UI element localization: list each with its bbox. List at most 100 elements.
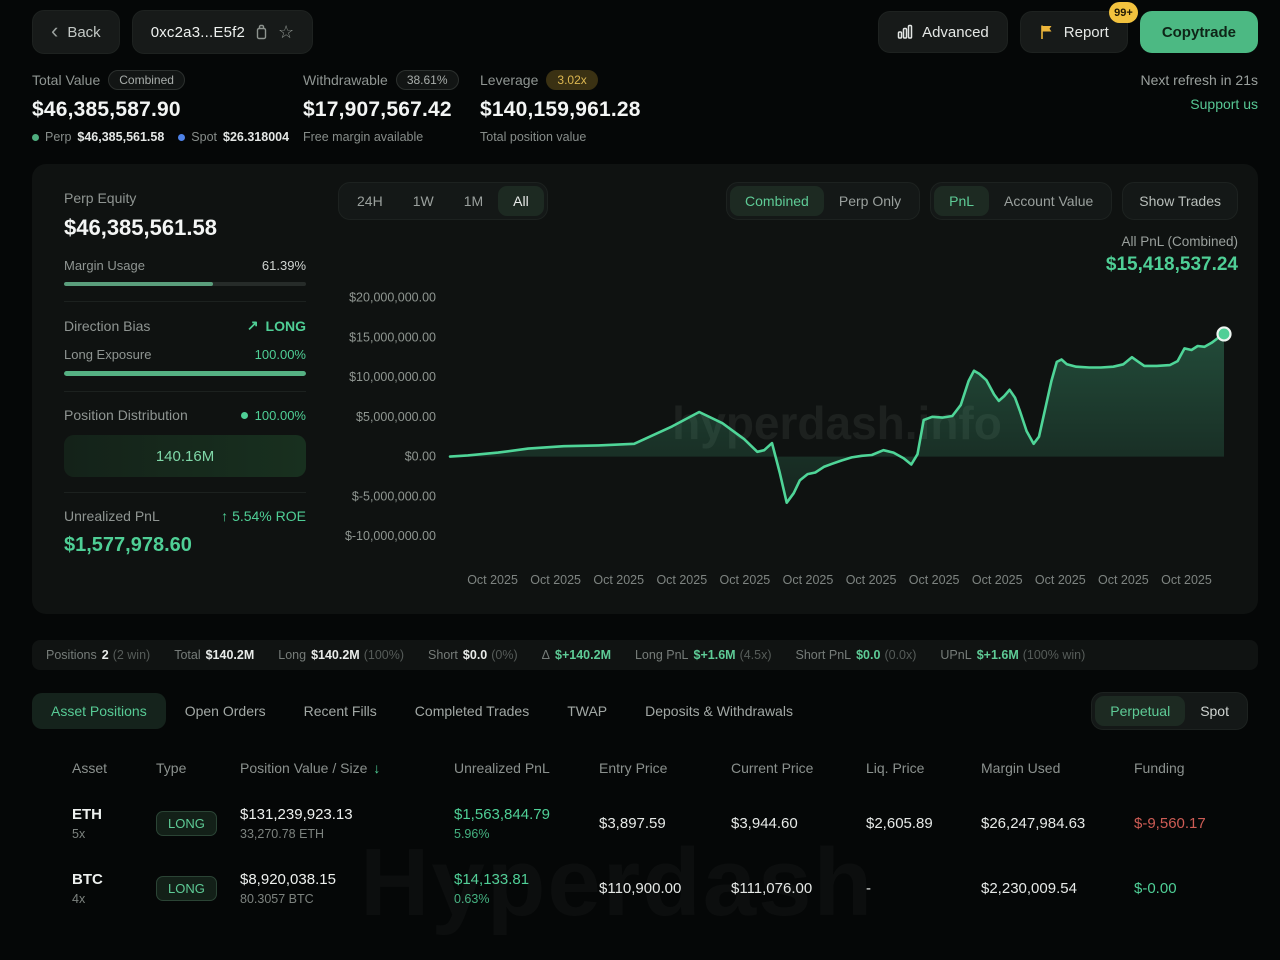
- perp-equity-label: Perp Equity: [64, 190, 137, 206]
- col-position-value[interactable]: Position Value / Size ↓: [240, 760, 381, 776]
- margin-used: $2,230,009.54: [981, 880, 1077, 897]
- svg-text:$0.00: $0.00: [405, 450, 436, 464]
- perp-label: Perp: [45, 130, 72, 144]
- position-distribution-box: 140.16M: [64, 435, 306, 477]
- all-pnl-label: All PnL (Combined): [1121, 234, 1238, 249]
- type-badge: LONG: [156, 811, 217, 836]
- table-row-eth[interactable]: ETH 5x LONG $131,239,923.13 33,270.78 ET…: [32, 792, 1248, 857]
- margin-used: $26,247,984.63: [981, 815, 1086, 832]
- address-pill[interactable]: 0xc2a3...E5f2 ☆: [131, 10, 314, 54]
- roe-value: 5.54% ROE: [232, 508, 306, 524]
- market-perpetual[interactable]: Perpetual: [1095, 696, 1186, 726]
- svg-text:Oct 2025: Oct 2025: [972, 573, 1023, 587]
- back-button[interactable]: ‹ Back: [32, 10, 120, 54]
- show-trades-button[interactable]: Show Trades: [1122, 182, 1238, 220]
- timeframe-all[interactable]: All: [498, 186, 544, 216]
- asset-leverage: 5x: [72, 827, 86, 841]
- position-size: 33,270.78 ETH: [240, 827, 325, 841]
- main-card: Perp Equity $46,385,561.58 Margin Usage …: [32, 164, 1258, 614]
- col-funding[interactable]: Funding: [1134, 760, 1185, 776]
- leverage-sub: Total position value: [480, 130, 587, 144]
- summary-total: Total $140.2M: [174, 648, 255, 662]
- long-exposure-value: 100.00%: [254, 347, 306, 362]
- svg-text:Oct 2025: Oct 2025: [783, 573, 834, 587]
- timeframe-24h[interactable]: 24H: [357, 193, 383, 209]
- stats-row: Total Value Combined $46,385,587.90 Perp…: [0, 54, 1280, 144]
- margin-usage-value: 61.39%: [261, 258, 306, 273]
- direction-bias-value: LONG: [265, 317, 306, 334]
- timeframe-toggle: 24H 1W 1M All: [338, 182, 548, 220]
- svg-text:Oct 2025: Oct 2025: [656, 573, 707, 587]
- leverage-amount: $140,159,961.28: [480, 98, 641, 121]
- support-us-link[interactable]: Support us: [1190, 96, 1258, 112]
- col-current-price[interactable]: Current Price: [731, 760, 814, 776]
- liq-price: $2,605.89: [866, 815, 933, 832]
- margin-usage-bar: [64, 282, 306, 286]
- mode-combined[interactable]: Combined: [730, 186, 824, 216]
- copytrade-button[interactable]: Copytrade: [1139, 11, 1258, 53]
- tab-completed-trades[interactable]: Completed Trades: [414, 703, 530, 719]
- timeframe-1m[interactable]: 1M: [463, 193, 484, 209]
- summary-long: Long $140.2M (100%): [278, 648, 405, 662]
- svg-text:$5,000,000.00: $5,000,000.00: [356, 410, 436, 424]
- withdrawable-pct-badge: 38.61%: [395, 70, 459, 90]
- position-distribution-pct: 100.00%: [254, 407, 306, 423]
- chart-area: 24H 1W 1M All Combined Perp Only PnL Acc…: [328, 164, 1258, 614]
- col-margin-used[interactable]: Margin Used: [981, 760, 1061, 776]
- svg-text:Oct 2025: Oct 2025: [1161, 573, 1212, 587]
- section-tabs: Asset Positions Open Orders Recent Fills…: [32, 692, 1248, 730]
- col-asset[interactable]: Asset: [72, 760, 108, 776]
- all-pnl-value: $15,418,537.24: [1105, 254, 1238, 275]
- position-value: $8,920,038.15: [240, 871, 336, 888]
- advanced-button[interactable]: Advanced: [878, 11, 1008, 53]
- entry-price: $110,900.00: [599, 880, 682, 897]
- tab-twap[interactable]: TWAP: [567, 703, 608, 719]
- position-size: 80.3057 BTC: [240, 892, 314, 906]
- stat-withdrawable: Withdrawable 38.61% $17,907,567.42 Free …: [303, 70, 480, 144]
- pnl-chart[interactable]: $20,000,000.00 $15,000,000.00 $10,000,000.…: [338, 276, 1238, 594]
- flag-icon: [1039, 24, 1055, 40]
- summary-positions: Positions 2 (2 win): [46, 648, 151, 662]
- stat-leverage: Leverage 3.02x $140,159,961.28 Total pos…: [480, 70, 641, 144]
- svg-text:$10,000,000.00: $10,000,000.00: [349, 370, 436, 384]
- tab-recent-fills[interactable]: Recent Fills: [303, 703, 377, 719]
- table-row-btc[interactable]: BTC 4x LONG $8,920,038.15 80.3057 BTC $1…: [32, 857, 1248, 922]
- col-entry-price[interactable]: Entry Price: [599, 760, 668, 776]
- chevron-left-icon: ‹: [51, 18, 59, 43]
- funding: $-0.00: [1134, 880, 1177, 897]
- position-distribution-value: 140.16M: [155, 447, 215, 465]
- col-liq-price[interactable]: Liq. Price: [866, 760, 925, 776]
- unrealized-pnl: $14,133.81: [454, 871, 530, 888]
- timeframe-1w[interactable]: 1W: [412, 193, 434, 209]
- tab-deposits-withdrawals[interactable]: Deposits & Withdrawals: [645, 703, 793, 719]
- long-exposure-bar: [64, 371, 306, 376]
- metric-pnl[interactable]: PnL: [934, 186, 990, 216]
- tab-open-orders[interactable]: Open Orders: [184, 703, 266, 719]
- metric-account-value[interactable]: Account Value: [1004, 193, 1094, 209]
- mode-perp-only[interactable]: Perp Only: [838, 193, 902, 209]
- report-label: Report: [1063, 23, 1109, 41]
- margin-usage-label: Margin Usage: [64, 258, 145, 273]
- perp-value: $46,385,561.58: [77, 130, 165, 144]
- market-spot[interactable]: Spot: [1200, 703, 1229, 719]
- unrealized-pnl-label: Unrealized PnL: [64, 508, 160, 524]
- entry-price: $3,897.59: [599, 815, 666, 832]
- unrealized-pnl: $1,563,844.79: [454, 806, 550, 823]
- refresh-countdown: Next refresh in 21s: [1140, 72, 1259, 88]
- copy-icon[interactable]: [254, 24, 269, 40]
- svg-text:Oct 2025: Oct 2025: [909, 573, 960, 587]
- col-unrealized-pnl[interactable]: Unrealized PnL: [454, 760, 550, 776]
- sort-desc-icon: ↓: [373, 760, 381, 776]
- col-type[interactable]: Type: [156, 760, 187, 776]
- svg-text:$-10,000,000.00: $-10,000,000.00: [345, 529, 436, 543]
- summary-long-pnl: Long PnL $+1.6M (4.5x): [634, 648, 772, 662]
- tab-asset-positions[interactable]: Asset Positions: [32, 693, 166, 729]
- svg-text:$-5,000,000.00: $-5,000,000.00: [352, 489, 436, 503]
- table-header: Asset Type Position Value / Size ↓ Unreal…: [32, 740, 1248, 792]
- star-icon[interactable]: ☆: [278, 21, 295, 42]
- svg-text:$20,000,000.00: $20,000,000.00: [349, 291, 436, 305]
- leverage-label: Leverage: [480, 72, 539, 88]
- svg-text:Oct 2025: Oct 2025: [1035, 573, 1086, 587]
- summary-short-pnl: Short PnL $0.0 (0.0x): [795, 648, 917, 662]
- spot-label: Spot: [191, 130, 218, 144]
